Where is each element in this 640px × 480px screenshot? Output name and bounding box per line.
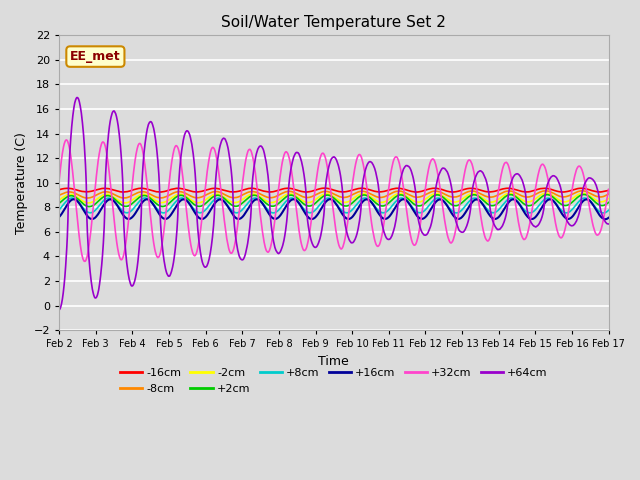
-2cm [605,196,612,202]
-16cm [83,189,91,195]
Line: +8cm: +8cm [59,198,609,213]
+32cm [81,258,89,264]
Line: +32cm: +32cm [59,140,609,261]
+64cm [589,177,596,182]
+2cm [323,192,330,198]
-16cm [589,188,596,194]
-8cm [488,194,496,200]
+16cm [326,196,334,202]
-8cm [323,189,330,194]
-2cm [488,199,496,205]
+8cm [308,209,316,215]
+2cm [55,201,63,206]
+2cm [83,204,91,209]
+8cm [141,195,148,201]
+64cm [605,221,612,227]
-8cm [605,191,612,197]
+8cm [323,196,330,202]
Line: +64cm: +64cm [59,97,609,310]
+16cm [488,215,496,221]
-2cm [589,195,597,201]
+2cm [580,192,588,197]
Text: EE_met: EE_met [70,50,121,63]
-16cm [55,187,63,192]
+64cm [488,216,496,221]
-8cm [579,188,587,194]
-2cm [589,195,596,201]
-16cm [156,189,164,195]
-2cm [83,200,91,206]
+8cm [55,207,63,213]
+2cm [589,197,597,203]
+16cm [589,202,596,207]
+8cm [589,201,596,207]
+16cm [83,213,91,218]
Line: +16cm: +16cm [59,199,609,219]
+64cm [589,177,596,183]
-8cm [55,192,63,198]
+64cm [74,95,81,100]
X-axis label: Time: Time [319,355,349,368]
-8cm [589,192,597,198]
-16cm [488,189,496,194]
+32cm [62,137,70,143]
-8cm [84,195,92,201]
Title: Soil/Water Temperature Set 2: Soil/Water Temperature Set 2 [221,15,446,30]
+64cm [308,240,316,246]
-16cm [323,185,330,191]
+32cm [589,223,597,229]
+16cm [605,215,612,221]
Legend: -16cm, -8cm, -2cm, +2cm, +8cm, +16cm, +32cm, +64cm: -16cm, -8cm, -2cm, +2cm, +8cm, +16cm, +3… [115,364,552,398]
+2cm [589,197,596,203]
+32cm [589,222,596,228]
+32cm [55,178,63,184]
+64cm [323,176,330,181]
+16cm [602,216,609,222]
-8cm [308,193,316,199]
-2cm [543,190,550,196]
Y-axis label: Temperature (C): Temperature (C) [15,132,28,234]
+2cm [605,200,612,205]
-2cm [308,199,316,204]
Line: -8cm: -8cm [59,191,609,198]
+8cm [589,201,596,207]
-2cm [323,191,330,197]
+8cm [488,210,496,216]
+16cm [308,216,316,222]
Line: -2cm: -2cm [59,193,609,203]
Line: +2cm: +2cm [59,194,609,207]
+8cm [600,210,607,216]
+32cm [323,161,331,167]
-16cm [605,188,612,193]
+32cm [84,251,92,257]
+32cm [308,210,316,216]
-8cm [589,192,596,198]
+8cm [605,207,612,213]
-2cm [55,197,63,203]
-8cm [83,195,91,201]
-2cm [85,200,93,206]
+16cm [55,214,63,220]
+64cm [55,307,63,312]
+32cm [488,226,496,232]
+16cm [589,201,596,207]
+32cm [605,186,612,192]
Line: -16cm: -16cm [59,188,609,192]
+16cm [323,198,330,204]
-16cm [308,188,316,194]
+64cm [84,229,92,235]
+2cm [85,204,93,210]
+2cm [488,203,496,209]
-16cm [431,185,438,191]
+8cm [83,209,91,215]
-16cm [589,188,597,194]
+2cm [308,203,316,208]
